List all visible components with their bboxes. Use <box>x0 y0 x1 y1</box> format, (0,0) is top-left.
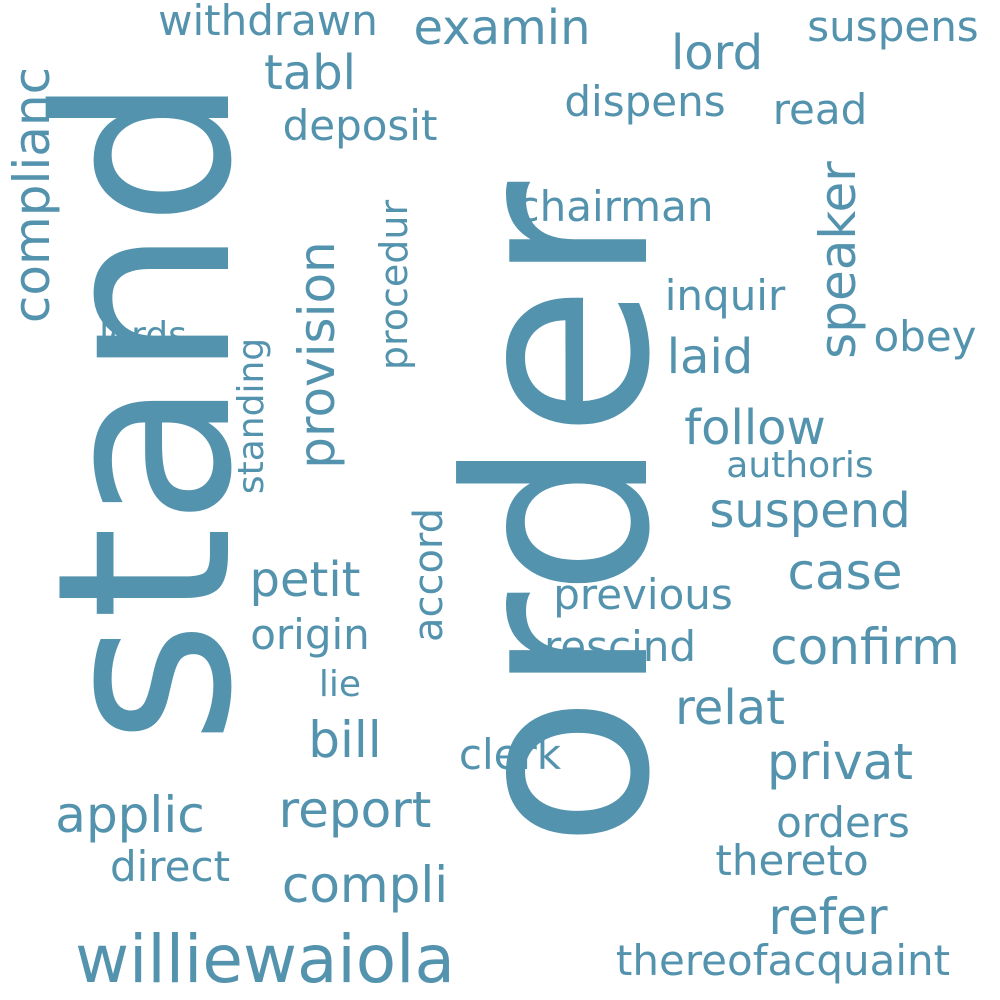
word-authoris: authoris <box>726 445 874 486</box>
word-petit: petit <box>249 552 361 608</box>
word-origin: origin <box>250 610 370 659</box>
word-thereto: thereto <box>715 836 869 885</box>
word-speaker: speaker <box>809 161 867 359</box>
word-orders: orders <box>776 798 910 847</box>
word-clerk: clerk <box>458 730 562 779</box>
word-tabl: tabl <box>263 45 357 101</box>
word-chairman: chairman <box>516 182 714 231</box>
word-follow: follow <box>684 400 826 456</box>
word-lords: lords <box>99 315 187 356</box>
word-compli: compli <box>281 856 449 914</box>
word-obey: obey <box>873 312 977 361</box>
word-relat: relat <box>675 680 785 736</box>
word-direct: direct <box>109 842 231 891</box>
word-procedur: procedur <box>372 199 416 371</box>
word-suspens: suspens <box>807 2 979 51</box>
word-deposit: deposit <box>282 101 438 150</box>
word-lie: lie <box>318 664 362 705</box>
word-standing: standing <box>231 337 272 495</box>
word-suspend: suspend <box>709 483 911 539</box>
word-previous: previous <box>553 570 733 619</box>
word-withdrawn: withdrawn <box>158 0 378 45</box>
word-dispens: dispens <box>564 77 726 126</box>
word-report: report <box>278 781 432 839</box>
word-refer: refer <box>768 888 888 946</box>
word-privat: privat <box>766 733 914 791</box>
word-accord: accord <box>406 507 452 643</box>
word-complianc: complianc <box>3 66 61 324</box>
word-applic: applic <box>55 786 205 844</box>
word-examin: examin <box>413 0 591 56</box>
word-read: read <box>772 85 868 134</box>
word-williewaiola: williewaiola <box>75 921 455 998</box>
word-laid: laid <box>666 329 754 385</box>
word-rescind: rescind <box>543 622 697 671</box>
word-bill: bill <box>308 711 382 769</box>
word-case: case <box>787 543 903 601</box>
word-confirm: confirm <box>770 618 960 676</box>
word-thereofacquaint: thereofacquaint <box>615 936 951 985</box>
word-lord: lord <box>670 25 764 81</box>
word-provision: provision <box>288 241 346 469</box>
word-stand: stand <box>5 74 285 746</box>
word-inquir: inquir <box>664 271 786 320</box>
